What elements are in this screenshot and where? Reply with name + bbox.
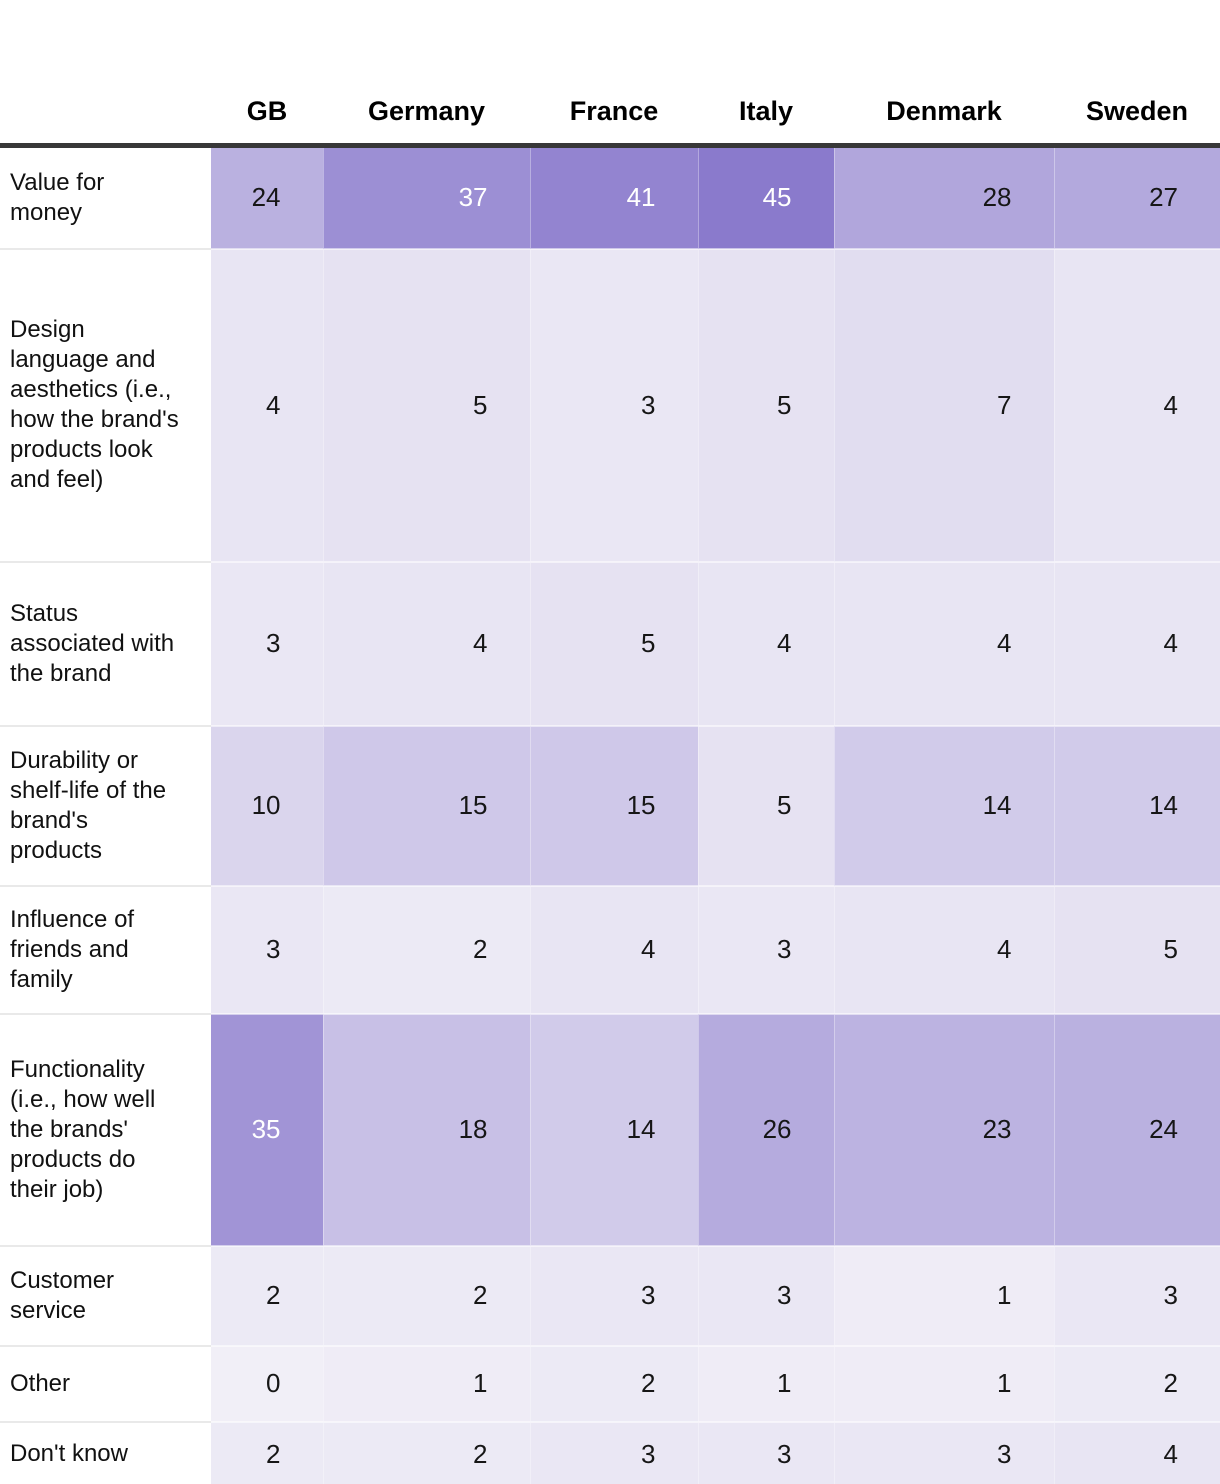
row-label: Customer service (0, 1244, 211, 1346)
heatmap-cell: 2 (529, 1344, 698, 1422)
heatmap-cell: 4 (1053, 1420, 1220, 1484)
heatmap-cell: 3 (1053, 1244, 1220, 1346)
row-label: Functionality (i.e., how well the brands… (0, 1012, 211, 1246)
row-label: Other (0, 1344, 211, 1422)
column-header-france: France (530, 0, 698, 148)
heatmap-cell: 3 (529, 247, 698, 562)
heatmap-row-durability-or-shelf-life-of-the-brand-s-: Durability or shelf-life of the brand's … (0, 724, 1220, 886)
column-header-sweden: Sweden (1054, 0, 1220, 148)
heatmap-cell: 2 (322, 1420, 530, 1484)
row-label: Influence of friends and family (0, 884, 211, 1014)
heatmap-row-functionality-i-e-how-well-the-brands-pr: Functionality (i.e., how well the brands… (0, 1012, 1220, 1246)
heatmap-cell: 4 (833, 560, 1054, 726)
heatmap-cell: 2 (322, 1244, 530, 1346)
heatmap-cell: 41 (529, 145, 698, 249)
row-label: Design language and aesthetics (i.e., ho… (0, 247, 211, 562)
heatmap-row-influence-of-friends-and-family: Influence of friends and family 3 2 4 3 4 5 (0, 884, 1220, 1014)
heatmap-cell: 35 (211, 1012, 323, 1246)
heatmap-cell: 3 (529, 1420, 698, 1484)
heatmap-cell: 14 (1053, 724, 1220, 886)
row-label: Durability or shelf-life of the brand's … (0, 724, 211, 886)
heatmap-cell: 4 (529, 884, 698, 1014)
heatmap-row-value-for-money: Value for money 24 37 41 45 28 27 (0, 145, 1220, 249)
heatmap-cell: 2 (1053, 1344, 1220, 1422)
heatmap-cell: 5 (697, 247, 834, 562)
heatmap-cell: 3 (697, 884, 834, 1014)
heatmap-cell: 26 (697, 1012, 834, 1246)
heatmap-cell: 2 (322, 884, 530, 1014)
heatmap-cell: 3 (833, 1420, 1054, 1484)
heatmap-cell: 10 (211, 724, 323, 886)
heatmap-cell: 1 (322, 1344, 530, 1422)
heatmap-cell: 23 (833, 1012, 1054, 1246)
heatmap-cell: 24 (211, 145, 323, 249)
heatmap-cell: 2 (211, 1420, 323, 1484)
heatmap-cell: 5 (529, 560, 698, 726)
row-label: Don't know (0, 1420, 211, 1484)
row-label: Value for money (0, 145, 211, 249)
heatmap-cell: 18 (322, 1012, 530, 1246)
column-header-italy: Italy (698, 0, 834, 148)
heatmap-cell: 27 (1053, 145, 1220, 249)
heatmap-cell: 3 (529, 1244, 698, 1346)
heatmap-cell: 14 (833, 724, 1054, 886)
heatmap-cell: 45 (697, 145, 834, 249)
heatmap-cell: 5 (697, 724, 834, 886)
heatmap-cell: 15 (529, 724, 698, 886)
heatmap-cell: 3 (697, 1244, 834, 1346)
heatmap-cell: 4 (833, 884, 1054, 1014)
heatmap-cell: 4 (1053, 560, 1220, 726)
heatmap-cell: 1 (833, 1344, 1054, 1422)
heatmap-cell: 3 (697, 1420, 834, 1484)
column-header-germany: Germany (323, 0, 530, 148)
heatmap-cell: 2 (211, 1244, 323, 1346)
heatmap-row-don-t-know: Don't know 2 2 3 3 3 4 (0, 1420, 1220, 1484)
heatmap-cell: 1 (833, 1244, 1054, 1346)
heatmap-cell: 4 (1053, 247, 1220, 562)
column-header-denmark: Denmark (834, 0, 1054, 148)
heatmap-cell: 0 (211, 1344, 323, 1422)
heatmap-cell: 5 (322, 247, 530, 562)
heatmap-row-customer-service: Customer service 2 2 3 3 1 3 (0, 1244, 1220, 1346)
heatmap-cell: 3 (211, 884, 323, 1014)
corner-cell (0, 0, 211, 148)
heatmap-cell: 15 (322, 724, 530, 886)
heatmap-cell: 4 (211, 247, 323, 562)
heatmap-cell: 28 (833, 145, 1054, 249)
heatmap-cell: 7 (833, 247, 1054, 562)
heatmap-row-design-language-and-aesthetics-i-e-how-t: Design language and aesthetics (i.e., ho… (0, 247, 1220, 562)
heatmap-cell: 37 (322, 145, 530, 249)
heatmap-row-status-associated-with-the-brand: Status associated with the brand 3 4 5 4 4 4 (0, 560, 1220, 726)
heatmap-cell: 1 (697, 1344, 834, 1422)
heatmap-header-row: GB Germany France Italy Denmark Sweden (0, 0, 1220, 148)
column-header-gb: GB (211, 0, 323, 148)
heatmap-body: Value for money 24 37 41 45 28 27 Design langua… (0, 145, 1220, 1484)
heatmap-cell: 14 (529, 1012, 698, 1246)
heatmap-cell: 5 (1053, 884, 1220, 1014)
heatmap-row-other: Other 0 1 2 1 1 2 (0, 1344, 1220, 1422)
heatmap-cell: 4 (697, 560, 834, 726)
heatmap-cell: 4 (322, 560, 530, 726)
heatmap-cell: 24 (1053, 1012, 1220, 1246)
heatmap-cell: 3 (211, 560, 323, 726)
row-label: Status associated with the brand (0, 560, 211, 726)
